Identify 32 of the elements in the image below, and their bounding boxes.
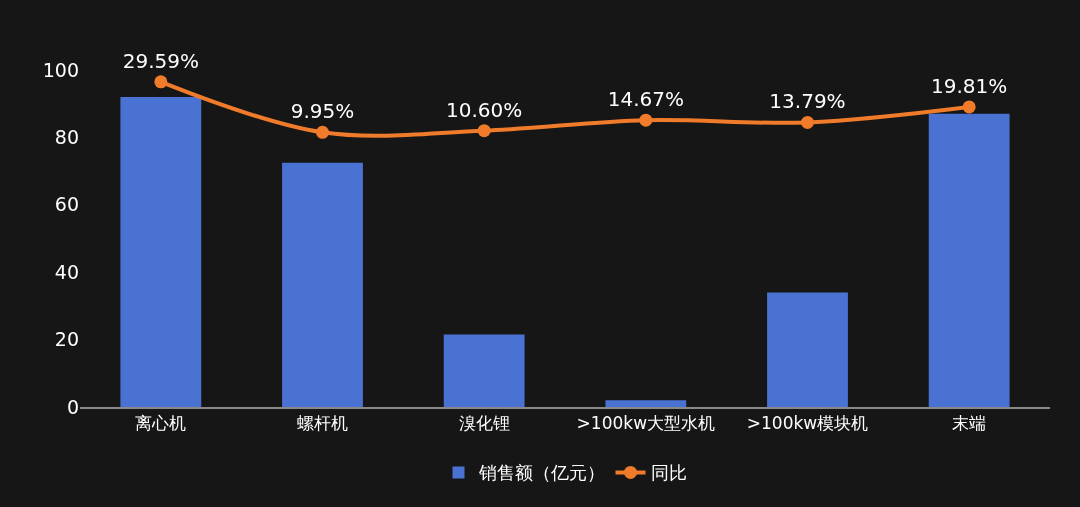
point bbox=[316, 125, 329, 139]
y-tick-label: 0 bbox=[66, 395, 79, 418]
point bbox=[477, 124, 491, 138]
data-label: 13.79% bbox=[769, 89, 846, 114]
y-tick-label: 40 bbox=[54, 260, 79, 283]
legend-label: 销售额（亿元） bbox=[477, 462, 605, 484]
y-tick-label: 20 bbox=[54, 328, 79, 351]
x-tick-label: 末端 bbox=[952, 413, 987, 434]
data-label: 10.60% bbox=[446, 97, 523, 122]
point bbox=[801, 115, 814, 129]
y-tick-label: 80 bbox=[54, 126, 79, 149]
point bbox=[639, 113, 653, 127]
x-tick-label: 离心机 bbox=[135, 413, 187, 434]
bar bbox=[120, 96, 202, 407]
bar bbox=[767, 292, 848, 407]
y-tick-label: 60 bbox=[54, 193, 79, 216]
bar bbox=[443, 334, 525, 407]
y-tick-label: 100 bbox=[42, 58, 79, 81]
point bbox=[962, 100, 976, 114]
x-tick-label: >100kw大型水机 bbox=[576, 413, 716, 434]
data-label: 29.59% bbox=[122, 48, 199, 73]
x-tick-label: 溴化锂 bbox=[458, 413, 510, 434]
data-label: 19.81% bbox=[931, 73, 1008, 98]
x-tick-label: >100kw模块机 bbox=[746, 413, 869, 434]
point bbox=[154, 75, 168, 89]
bar bbox=[928, 113, 1010, 407]
data-label: 14.67% bbox=[607, 87, 684, 112]
x-tick-label: 螺杆机 bbox=[297, 413, 348, 434]
data-label: 9.95% bbox=[290, 99, 355, 124]
bar bbox=[282, 162, 363, 407]
bar bbox=[605, 400, 687, 407]
legend-label: 同比 bbox=[650, 462, 687, 484]
